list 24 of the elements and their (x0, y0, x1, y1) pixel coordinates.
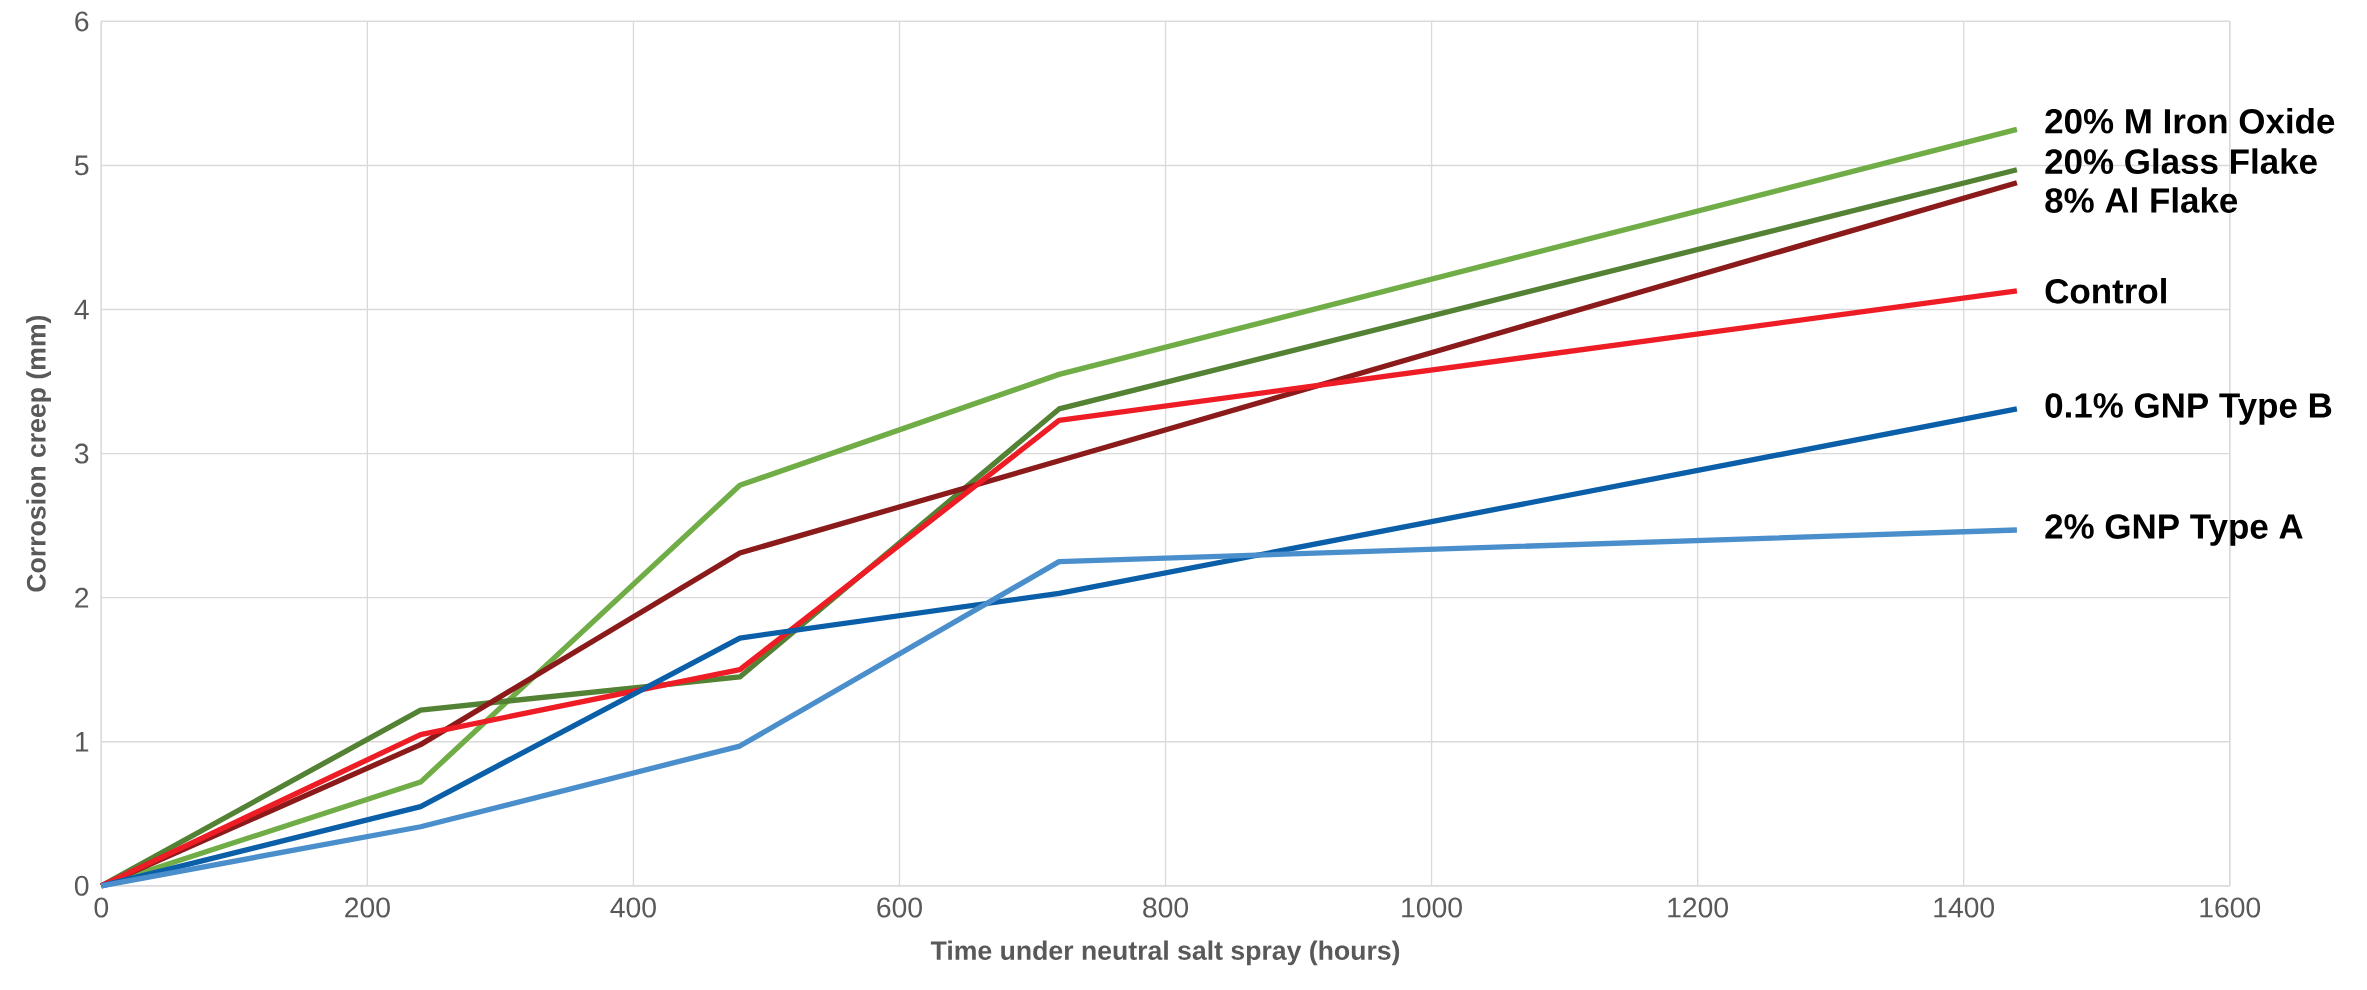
series-label: 20% Glass Flake (2045, 148, 2317, 175)
series-label: 20% M Iron Oxide (2045, 107, 2335, 134)
x-tick-label: 0 (94, 897, 109, 918)
x-tick-label: 1200 (1668, 897, 1728, 918)
y-tick-label: 5 (74, 155, 89, 176)
y-tick-label: 0 (74, 875, 89, 896)
y-tick-label: 2 (75, 587, 89, 608)
series-label: 0.1% GNP Type B (2045, 393, 2332, 425)
x-tick-label: 1000 (1402, 897, 1462, 918)
series-label: Control (2045, 278, 2166, 304)
y-tick-label: 4 (74, 299, 89, 320)
x-tick-label: 1400 (1934, 897, 1995, 918)
x-tick-label: 400 (610, 897, 656, 918)
y-tick-label: 6 (75, 11, 89, 32)
series-label: 2% GNP Type A (2045, 514, 2303, 546)
y-axis-title: Corrosion creep (mm) (26, 315, 51, 592)
y-tick-label: 3 (74, 443, 89, 464)
x-tick-label: 800 (1143, 897, 1188, 918)
x-tick-label: 600 (877, 897, 922, 918)
x-axis-title: Time under neutral salt spray (hours) (930, 940, 1400, 966)
y-tick-label: 1 (75, 732, 89, 752)
series-label: 8% Al Flake (2045, 187, 2238, 213)
x-tick-label: 1600 (2200, 897, 2261, 918)
x-tick-label: 200 (345, 897, 390, 918)
